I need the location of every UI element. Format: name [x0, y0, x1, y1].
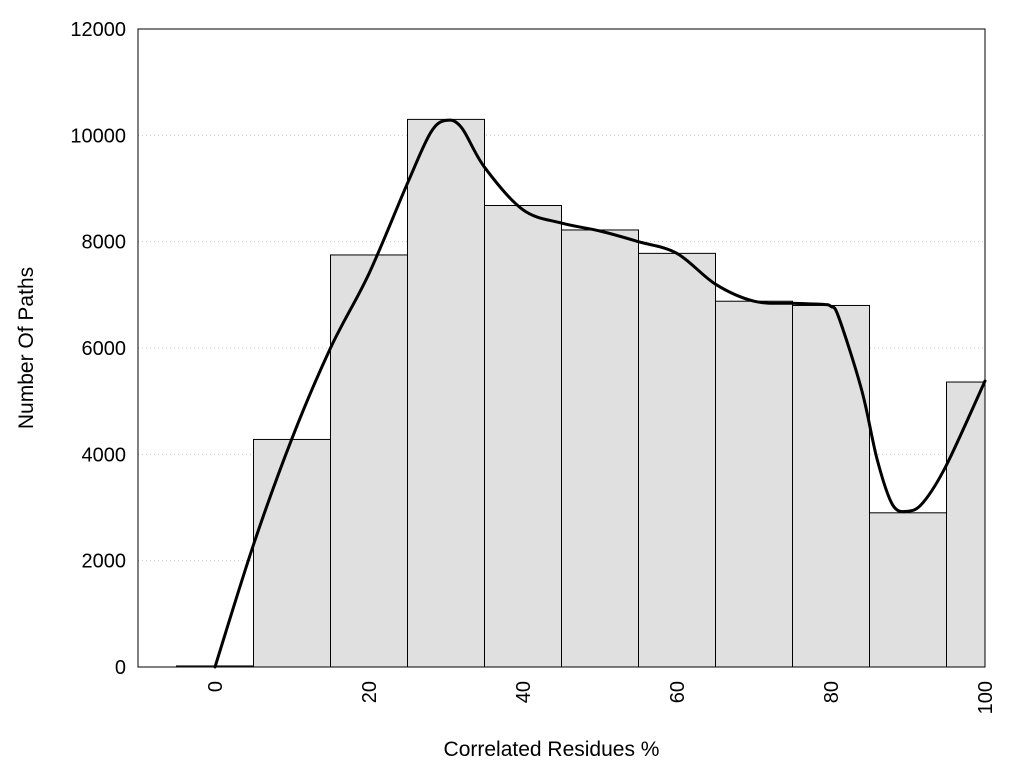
y-tick-label: 12000	[70, 19, 126, 41]
x-tick-label: 60	[667, 681, 689, 703]
y-axis-ticks: 0 2000 4000 6000 8000 10000 12000	[70, 19, 126, 679]
histogram-bar	[715, 300, 793, 668]
x-tick-label: 80	[821, 681, 843, 703]
x-axis-ticks: 0 20 40 60 80 100	[205, 681, 997, 714]
y-tick-label: 4000	[82, 444, 127, 466]
y-tick-label: 6000	[82, 338, 127, 360]
y-tick-label: 0	[115, 657, 126, 679]
histogram-bar	[638, 252, 716, 668]
density-curve	[213, 118, 987, 669]
histogram-bar	[407, 118, 485, 668]
histogram-bar	[484, 205, 562, 668]
y-tick-label: 2000	[82, 551, 127, 573]
x-tick-label: 40	[513, 681, 535, 703]
plot-frame	[137, 28, 986, 668]
x-tick-label: 20	[359, 681, 381, 703]
histogram-bar	[330, 254, 408, 668]
y-tick-label: 10000	[70, 125, 126, 147]
histogram-bar	[253, 438, 331, 668]
x-tick-label: 0	[205, 681, 227, 692]
y-axis-title: Number Of Paths	[15, 267, 38, 429]
density-line-layer	[213, 118, 987, 669]
x-tick-label: 100	[975, 681, 997, 714]
histogram-bar	[792, 304, 870, 668]
bars-layer	[176, 118, 986, 668]
histogram-bar	[869, 512, 947, 668]
histogram-bar	[561, 229, 639, 668]
x-axis-title: Correlated Residues %	[444, 738, 660, 761]
y-tick-label: 8000	[82, 232, 127, 254]
